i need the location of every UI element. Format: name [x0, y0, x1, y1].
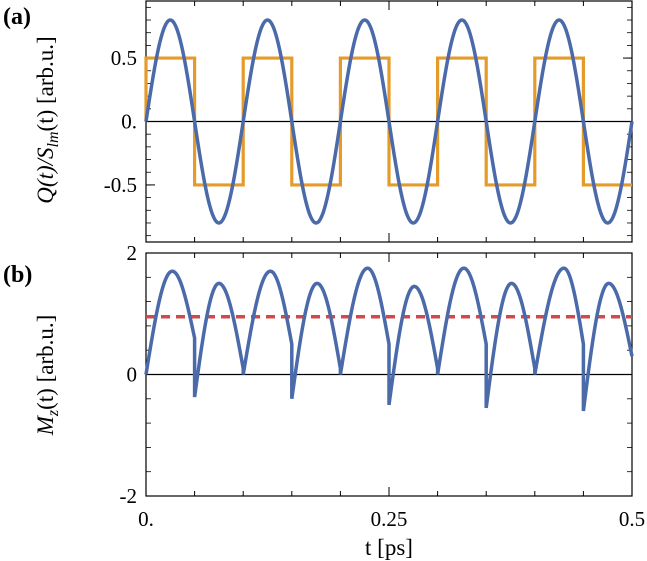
ylabel-a-sub: lm — [45, 131, 62, 147]
square-wave-series — [144, 56, 632, 187]
ylabel-a-main: Q(t)/S — [33, 147, 58, 204]
panel-b-xtick-label: 0.5 — [619, 507, 645, 531]
panel-a-xticks — [145, 1, 633, 242]
panel-b-label: (b) — [3, 262, 32, 288]
panel-b-xtick-label: 0.25 — [371, 507, 408, 531]
panel-b-xticks: 0. 0.25 0.5 — [138, 253, 645, 531]
ylabel-a-rest: (t) [arb.u.] — [33, 36, 58, 131]
panel-b-ytick-label: 2 — [127, 241, 138, 265]
panel-b-ytick-label: 0 — [127, 363, 138, 387]
panel-a-yticks: 0.5 0. -0.5 — [104, 6, 632, 237]
panel-a-ylabel: Q(t)/Slm(t) [arb.u.] — [33, 36, 62, 203]
panel-a-ytick-label: 0.5 — [111, 46, 137, 70]
panel-b-xlabel: t [ps] — [365, 535, 413, 560]
panel-b: (b) 2 0 -2 0. 0.25 0.5 Mz(t) [arb.u.] t [ps] — [3, 241, 645, 560]
panel-b-xtick-label: 0. — [138, 507, 154, 531]
ylabel-b-main: M — [33, 414, 58, 436]
panel-a-label: (a) — [3, 4, 31, 30]
panel-a-ytick-label: 0. — [121, 110, 137, 134]
panel-a-ytick-label: -0.5 — [104, 173, 137, 197]
ylabel-b-sub: z — [45, 409, 62, 417]
panel-b-ylabel: Mz(t) [arb.u.] — [33, 315, 62, 437]
mz-series — [144, 266, 634, 412]
panel-b-ytick-label: -2 — [120, 484, 138, 508]
sine-wave-series — [144, 18, 634, 225]
ylabel-b-rest: (t) [arb.u.] — [33, 315, 58, 410]
panel-a: (a) 0.5 0. -0.5 Q(t)/Slm(t) [arb.u.] — [3, 0, 634, 243]
